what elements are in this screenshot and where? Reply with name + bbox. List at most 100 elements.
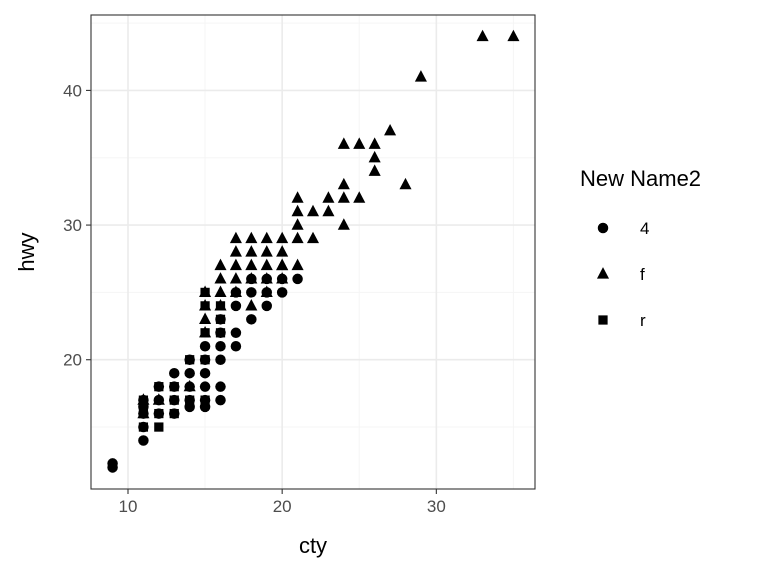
x-tick-label: 20: [273, 497, 292, 516]
data-point-circle: [230, 341, 242, 352]
data-point-square: [200, 328, 210, 338]
data-point-triangle: [214, 258, 227, 271]
data-point-circle: [246, 287, 257, 298]
data-point-triangle: [291, 231, 304, 244]
panel-background: [91, 15, 535, 489]
legend-label: 4: [640, 219, 649, 238]
data-point-triangle: [199, 312, 212, 324]
y-tick-label: 40: [63, 81, 82, 100]
y-tick-label: 30: [63, 216, 82, 235]
data-point-square: [215, 301, 226, 311]
data-point-triangle: [399, 177, 412, 190]
legend-key-square: [598, 315, 608, 325]
data-point-triangle: [322, 191, 335, 203]
data-point-triangle: [322, 204, 335, 217]
data-point-circle: [199, 381, 211, 392]
data-point-triangle: [229, 258, 242, 271]
data-point-triangle: [476, 29, 489, 42]
legend: New Name2 4 f r: [580, 166, 701, 330]
data-point-circle: [292, 273, 303, 285]
data-point-circle: [215, 341, 226, 352]
data-point-square: [215, 328, 226, 338]
data-point-circle: [199, 341, 211, 352]
data-points: [107, 29, 520, 473]
data-point-circle: [199, 367, 211, 379]
data-point-circle: [184, 367, 195, 379]
data-point-triangle: [245, 245, 258, 257]
data-point-circle: [246, 314, 257, 325]
data-point-triangle: [291, 218, 304, 230]
data-point-circle: [215, 381, 226, 392]
data-point-triangle: [353, 137, 366, 149]
data-point-triangle: [276, 272, 289, 284]
data-point-triangle: [214, 272, 227, 284]
data-point-square: [169, 408, 179, 419]
data-point-triangle: [260, 285, 273, 298]
data-point-triangle: [291, 258, 304, 271]
data-point-square: [154, 382, 164, 392]
data-point-square: [215, 314, 226, 324]
data-point-triangle: [276, 245, 289, 257]
data-point-triangle: [260, 258, 273, 271]
data-point-triangle: [229, 231, 242, 244]
y-tick-label: 20: [63, 351, 82, 370]
data-point-square: [138, 422, 149, 432]
data-point-triangle: [214, 285, 227, 298]
data-point-square: [138, 408, 149, 419]
data-point-circle: [230, 327, 242, 339]
data-point-triangle: [183, 379, 196, 392]
legend-label: f: [640, 265, 645, 284]
legend-key-triangle: [596, 267, 610, 279]
data-point-triangle: [245, 231, 258, 244]
data-point-triangle: [306, 204, 320, 217]
data-point-triangle: [291, 191, 304, 203]
data-point-triangle: [306, 231, 320, 244]
legend-key-circle: [597, 222, 609, 234]
data-point-triangle: [368, 164, 381, 176]
data-point-triangle: [229, 285, 242, 298]
data-point-triangle: [245, 272, 258, 284]
data-point-triangle: [245, 299, 258, 311]
data-point-circle: [138, 435, 149, 446]
data-point-circle: [230, 300, 242, 312]
data-point-triangle: [276, 258, 289, 271]
data-point-triangle: [368, 150, 381, 163]
panel-border: [90, 14, 536, 490]
axis-ticks: 10 20 30 20 30 40: [63, 81, 446, 516]
y-axis-title: hwy: [14, 232, 39, 271]
data-point-triangle: [152, 393, 165, 405]
data-point-triangle: [229, 272, 242, 284]
data-point-triangle: [276, 231, 289, 244]
legend-label: r: [640, 311, 646, 330]
x-axis-title: cty: [299, 533, 327, 558]
data-point-square: [169, 395, 179, 405]
grid-lines: [91, 15, 535, 489]
data-point-triangle: [291, 204, 304, 217]
data-point-circle: [215, 354, 226, 365]
data-point-square: [138, 395, 149, 405]
data-point-square: [200, 301, 210, 311]
data-point-triangle: [353, 191, 366, 203]
data-point-triangle: [337, 191, 350, 203]
data-point-square: [200, 395, 210, 405]
data-point-square: [185, 355, 195, 365]
data-point-triangle: [260, 272, 273, 284]
data-point-triangle: [368, 137, 381, 149]
data-point-triangle: [229, 245, 242, 257]
legend-items: 4 f r: [596, 219, 649, 330]
data-point-triangle: [384, 123, 397, 136]
data-point-circle: [107, 458, 118, 469]
data-point-triangle: [260, 245, 273, 257]
data-point-circle: [169, 367, 180, 379]
data-point-circle: [276, 287, 288, 298]
x-tick-label: 10: [119, 497, 138, 516]
data-point-triangle: [337, 137, 350, 149]
data-point-triangle: [414, 70, 427, 82]
legend-title: New Name2: [580, 166, 701, 191]
data-point-square: [169, 382, 179, 392]
data-point-triangle: [245, 258, 258, 271]
data-point-square: [154, 408, 164, 419]
data-point-triangle: [337, 177, 350, 190]
data-point-square: [154, 422, 164, 432]
